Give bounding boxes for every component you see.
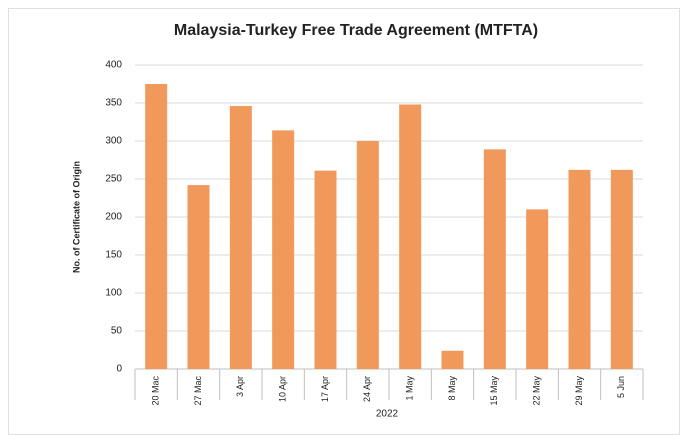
bar (356, 141, 379, 369)
x-tick-label: 10 Apr (278, 376, 288, 402)
x-tick-label: 1 May (405, 376, 415, 401)
y-tick-label: 0 (116, 364, 122, 375)
bar (187, 185, 210, 369)
x-tick-label: 24 Apr (362, 376, 372, 402)
x-tick-label: 3 Apr (235, 376, 245, 397)
x-tick-label: 17 Apr (320, 376, 330, 402)
x-tick-label: 8 May (447, 376, 457, 401)
y-tick-label: 350 (105, 98, 122, 109)
x-tick-label: 20 Mac (151, 376, 161, 406)
y-tick-label: 400 (105, 60, 122, 71)
y-tick-label: 50 (111, 326, 123, 337)
y-tick-label: 150 (105, 250, 122, 261)
y-tick-label: 250 (105, 174, 122, 185)
y-tick-label: 200 (105, 212, 122, 223)
x-tick-label: 22 May (532, 376, 542, 406)
x-tick-label: 15 May (489, 376, 499, 406)
bar (441, 350, 464, 369)
x-axis-label: 2022 (376, 409, 399, 420)
bar (272, 130, 295, 369)
bar (399, 104, 422, 370)
chart-title: Malaysia-Turkey Free Trade Agreement (MT… (174, 22, 538, 39)
bar (483, 149, 506, 369)
y-axis-label: No. of Certificate of Origin (71, 161, 81, 273)
x-tick-label: 29 May (574, 376, 584, 406)
y-tick-label: 100 (105, 288, 122, 299)
y-tick-label: 300 (105, 136, 122, 147)
chart-border (8, 8, 680, 435)
bar (145, 84, 168, 369)
bar (610, 169, 633, 369)
bar (229, 106, 252, 369)
bar (568, 169, 591, 369)
bar (314, 170, 337, 369)
bar (526, 209, 549, 369)
x-tick-label: 27 Mac (193, 376, 203, 406)
x-tick-label: 5 Jun (616, 376, 626, 398)
